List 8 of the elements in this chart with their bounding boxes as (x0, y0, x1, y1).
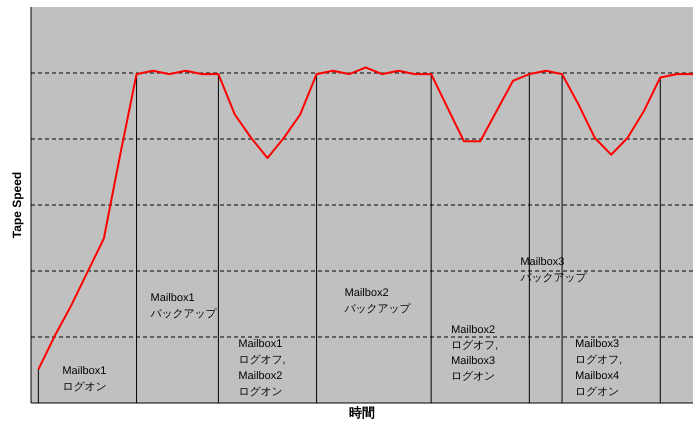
annotation: Mailbox2 ログオフ, Mailbox3 ログオン (451, 324, 498, 382)
annotation: Mailbox3 ログオフ, Mailbox4 ログオン (575, 338, 622, 398)
annotation: Mailbox1 ログオン (62, 365, 106, 393)
annotation: Mailbox1 ログオフ, Mailbox2 ログオン (238, 338, 286, 398)
annotation: Mailbox2 バックアップ (344, 287, 411, 315)
x-axis-title: 時間 (349, 405, 375, 420)
y-axis-title: Tape Speed (10, 172, 24, 238)
annotation: Mailbox1 バックアップ (150, 292, 217, 320)
